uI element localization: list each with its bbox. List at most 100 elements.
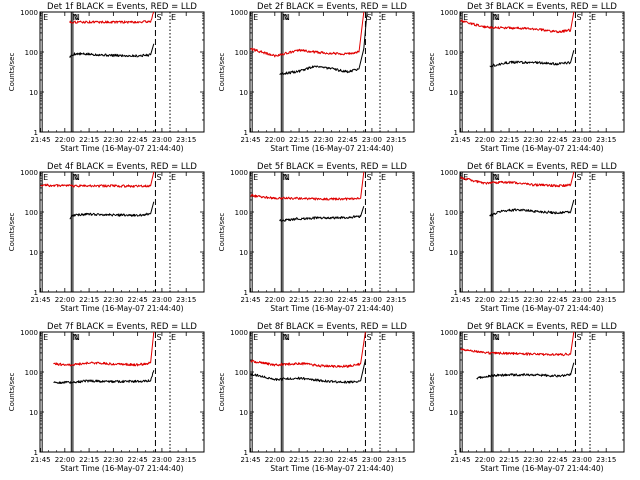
flag-label: E (43, 333, 48, 342)
y-tick-label: 10 (29, 89, 38, 97)
x-tick-label: 21:45 (450, 456, 470, 464)
x-tick-label: 22:30 (103, 296, 123, 304)
flag-label: E (253, 13, 258, 22)
y-tick-label: 1 (34, 449, 38, 457)
y-tick-label: 10 (239, 89, 248, 97)
plot-frame (459, 11, 625, 133)
flag-label: E (253, 333, 258, 342)
x-tick-label: 21:45 (30, 136, 50, 144)
flag-label: S (366, 333, 371, 342)
y-tick-label: 1000 (440, 9, 458, 17)
x-tick-label: 22:00 (475, 456, 495, 464)
flag-label: S (366, 173, 371, 182)
y-axis-label: Counts/sec (428, 373, 436, 412)
y-tick-label: 10 (449, 249, 458, 257)
x-tick-label: 22:30 (103, 456, 123, 464)
chart-title: Det 7f BLACK = Events, RED = LLD (47, 322, 197, 332)
x-tick-label: 22:45 (548, 456, 568, 464)
x-axis-label: Start Time (16-May-07 21:44:40) (480, 304, 603, 313)
chart-title: Det 2f BLACK = Events, RED = LLD (257, 2, 407, 12)
chart-title: Det 1f BLACK = Events, RED = LLD (47, 2, 197, 12)
y-tick-label: 1 (244, 289, 248, 297)
red-lld-series (250, 11, 365, 58)
x-tick-label: 22:30 (313, 456, 333, 464)
black-events-series (476, 362, 575, 380)
flag-label: E (463, 173, 468, 182)
plot-frame (249, 11, 415, 133)
y-axis-label: Counts/sec (218, 373, 226, 412)
flag-label: N (494, 13, 500, 22)
y-tick-label: 100 (445, 369, 458, 377)
plot-frame (39, 171, 205, 293)
x-tick-label: 22:45 (128, 296, 148, 304)
flag-label: S (156, 333, 161, 342)
plot-frame (249, 331, 415, 453)
black-events-series (279, 11, 368, 75)
flag-label: E (171, 333, 176, 342)
x-tick-label: 23:15 (386, 456, 406, 464)
x-tick-label: 23:15 (596, 296, 616, 304)
x-tick-label: 22:15 (499, 456, 519, 464)
x-tick-label: 23:15 (176, 136, 196, 144)
flag-label: S (156, 13, 161, 22)
flag-label: S (576, 173, 581, 182)
y-tick-label: 1000 (230, 329, 248, 337)
x-tick-label: 22:30 (313, 136, 333, 144)
x-tick-label: 23:15 (596, 136, 616, 144)
x-tick-label: 22:45 (338, 456, 358, 464)
y-tick-label: 10 (29, 409, 38, 417)
red-lld-series (53, 331, 155, 367)
y-tick-label: 1 (34, 129, 38, 137)
flag-label: N (282, 333, 288, 342)
black-events-series (69, 43, 155, 58)
chart-panel-3: Det 3f BLACK = Events, RED = LLD 1 10 100 10… (428, 2, 625, 153)
chart-title: Det 4f BLACK = Events, RED = LLD (47, 162, 197, 172)
chart-title: Det 3f BLACK = Events, RED = LLD (467, 2, 617, 12)
y-tick-label: 1 (244, 129, 248, 137)
x-tick-label: 23:15 (386, 136, 406, 144)
x-tick-label: 21:45 (450, 296, 470, 304)
flag-label: E (171, 13, 176, 22)
flag-label: N (74, 333, 80, 342)
chart-title: Det 9f BLACK = Events, RED = LLD (467, 322, 617, 332)
y-tick-label: 1 (454, 289, 458, 297)
x-tick-label: 22:30 (523, 136, 543, 144)
y-tick-label: 1 (34, 289, 38, 297)
x-tick-label: 22:30 (103, 136, 123, 144)
y-tick-label: 100 (445, 209, 458, 217)
flag-label: N (74, 13, 80, 22)
black-events-series (489, 199, 575, 217)
x-tick-label: 22:00 (265, 456, 285, 464)
x-tick-label: 23:00 (572, 136, 592, 144)
x-axis-label: Start Time (16-May-07 21:44:40) (480, 144, 603, 153)
red-lld-series (250, 171, 365, 201)
plot-frame (459, 171, 625, 293)
red-lld-series (460, 11, 575, 34)
x-tick-label: 22:30 (523, 296, 543, 304)
y-tick-label: 1000 (440, 169, 458, 177)
black-events-series (69, 201, 155, 220)
x-tick-label: 22:15 (289, 456, 309, 464)
y-axis-label: Counts/sec (218, 213, 226, 252)
y-tick-label: 10 (239, 249, 248, 257)
y-tick-label: 1000 (230, 9, 248, 17)
x-tick-label: 23:00 (152, 456, 172, 464)
y-axis-label: Counts/sec (428, 53, 436, 92)
x-axis-label: Start Time (16-May-07 21:44:40) (60, 464, 183, 473)
x-tick-label: 22:45 (128, 136, 148, 144)
flag-label: E (171, 173, 176, 182)
x-tick-label: 22:00 (475, 296, 495, 304)
x-tick-label: 22:00 (475, 136, 495, 144)
y-tick-label: 10 (29, 249, 38, 257)
y-tick-label: 10 (449, 89, 458, 97)
x-tick-label: 23:00 (572, 296, 592, 304)
x-tick-label: 23:00 (152, 296, 172, 304)
plot-frame (39, 331, 205, 453)
x-tick-label: 22:15 (79, 136, 99, 144)
flag-label: N (492, 13, 498, 22)
flag-label: N (494, 333, 500, 342)
chart-title: Det 6f BLACK = Events, RED = LLD (467, 162, 617, 172)
chart-panel-4: Det 4f BLACK = Events, RED = LLD 1 10 100 10… (8, 162, 205, 313)
red-lld-series (250, 331, 366, 368)
flag-label: N (72, 333, 78, 342)
